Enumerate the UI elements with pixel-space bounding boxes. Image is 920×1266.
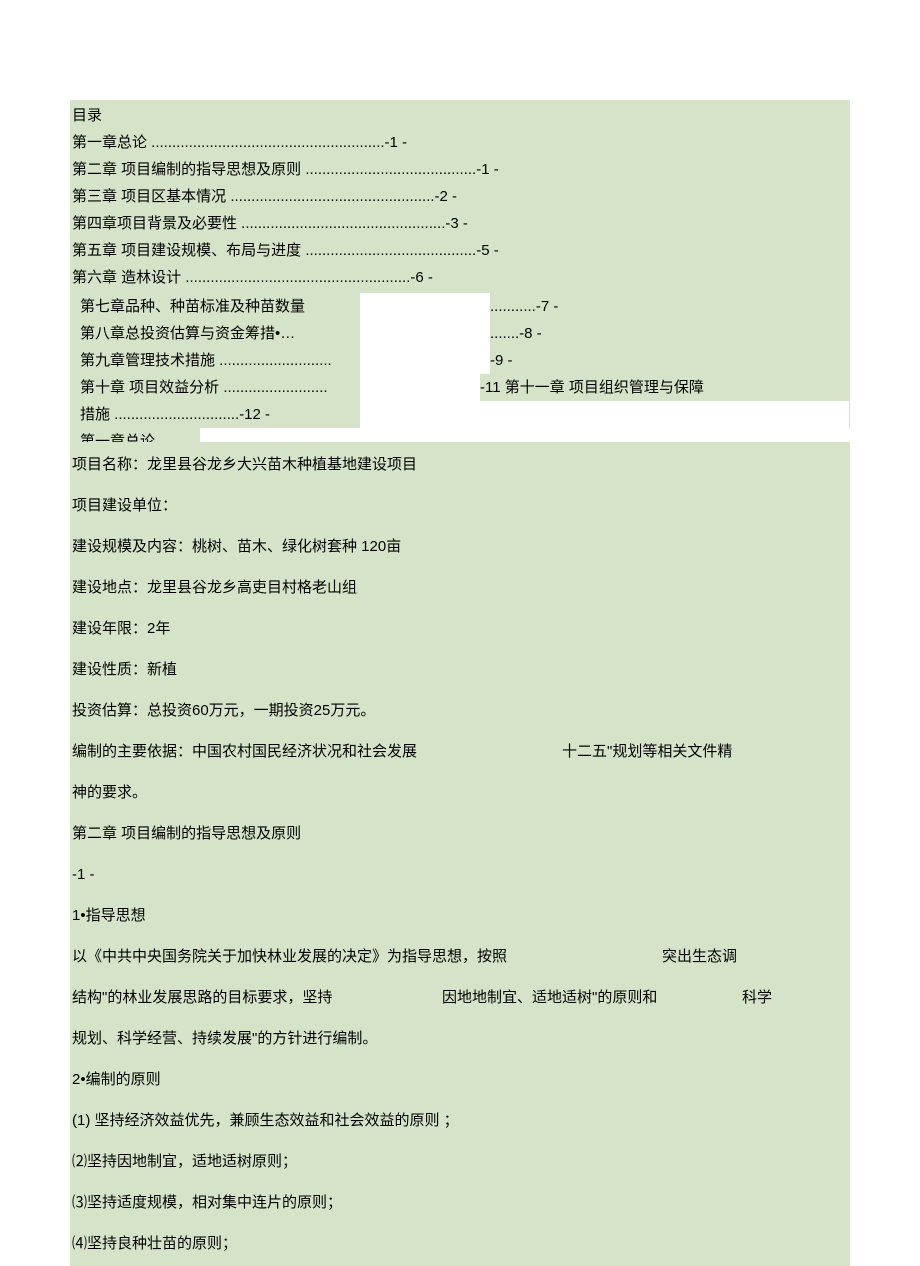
project-basis: 编制的主要依据：中国农村国民经济状况和社会发展 十二五"规划等相关文件精 xyxy=(72,731,848,772)
s1-l2-b: 因地地制宜、适地适树"的原则和 xyxy=(442,984,742,1011)
toc-ch11-r: -11 第十一章 项目组织管理与保障 xyxy=(480,374,850,401)
project-duration: 建设年限：2年 xyxy=(72,608,848,649)
toc-block: 目录 第一章总论 ...............................… xyxy=(70,100,850,293)
basis-seg1: 编制的主要依据：中国农村国民经济状况和社会发展 xyxy=(72,738,562,765)
s1-l2-c: 科学 xyxy=(742,984,772,1011)
toc-ch3: 第三章 项目区基本情况 ............................… xyxy=(70,183,850,210)
project-scale: 建设规模及内容：桃树、苗木、绿化树套种 120亩 xyxy=(72,526,848,567)
project-unit: 项目建设单位： xyxy=(72,485,848,526)
toc-ch9-r: -9 - xyxy=(490,347,850,374)
section1-line2: 结构"的林业发展思路的目标要求，坚持 因地地制宜、适地适树"的原则和 科学 xyxy=(72,977,848,1018)
toc-ch7-r: ...........-7 - xyxy=(490,293,850,320)
section1-line3: 规划、科学经营、持续发展"的方针进行编制。 xyxy=(72,1018,848,1059)
project-nature: 建设性质：新植 xyxy=(72,649,848,690)
principle-4: ⑷坚持良种壮苗的原则； xyxy=(72,1223,848,1264)
toc-ch5: 第五章 项目建设规模、布局与进度 .......................… xyxy=(70,237,850,264)
toc-ch12: 措施 ..............................-12 - xyxy=(70,401,360,428)
section2-title: 2•编制的原则 xyxy=(72,1059,848,1100)
chapter2-pagemark: -1 - xyxy=(72,854,848,895)
principle-2: ⑵坚持因地制宜，适地适树原则； xyxy=(72,1141,848,1182)
toc-ch1: 第一章总论 ..................................… xyxy=(70,129,850,156)
toc-ch9-l: 第九章管理技术措施 ........................... xyxy=(70,347,360,374)
toc-ch7-l: 第七章品种、种苗标准及种苗数量 xyxy=(70,293,360,320)
project-basis-cont: 神的要求。 xyxy=(72,772,848,813)
section1-line1: 以《中共中央国务院关于加快林业发展的决定》为指导思想，按照 突出生态调 xyxy=(72,936,848,977)
toc-ch10-l: 第十章 项目效益分析 ......................... xyxy=(70,374,360,401)
toc-title: 目录 xyxy=(70,102,850,129)
s1-l1-a: 以《中共中央国务院关于加快林业发展的决定》为指导思想，按照 xyxy=(72,943,662,970)
principle-1: (1) 坚持经济效益优先，兼顾生态效益和社会效益的原则 ； xyxy=(72,1100,848,1141)
project-location: 建设地点：龙里县谷龙乡高吏目村格老山组 xyxy=(72,567,848,608)
section1-title: 1•指导思想 xyxy=(72,895,848,936)
project-name: 项目名称：龙里县谷龙乡大兴苗木种植基地建设项目 xyxy=(72,444,848,485)
s1-l2-a: 结构"的林业发展思路的目标要求，坚持 xyxy=(72,984,442,1011)
s1-l1-b: 突出生态调 xyxy=(662,943,737,970)
chapter2-title: 第二章 项目编制的指导思想及原则 xyxy=(72,813,848,854)
toc-ch2: 第二章 项目编制的指导思想及原则 .......................… xyxy=(70,156,850,183)
project-investment: 投资估算：总投资60万元，一期投资25万元。 xyxy=(72,690,848,731)
principle-3: ⑶坚持适度规模，相对集中连片的原则； xyxy=(72,1182,848,1223)
toc-split-section: 第七章品种、种苗标准及种苗数量 ...........-7 - 第八章总投资估算… xyxy=(70,293,850,442)
toc-ch8-l: 第八章总投资估算与资金筹措•… xyxy=(70,320,360,347)
toc-ch8-r: .......-8 - xyxy=(490,320,850,347)
project-info-block: 项目名称：龙里县谷龙乡大兴苗木种植基地建设项目 项目建设单位： 建设规模及内容：… xyxy=(70,442,850,1266)
toc-ch6: 第六章 造林设计 ...............................… xyxy=(70,264,850,291)
toc-ch1-partial: 第一章总论 xyxy=(70,428,200,442)
basis-seg2: 十二五"规划等相关文件精 xyxy=(562,738,732,765)
toc-ch4: 第四章项目背景及必要性 ............................… xyxy=(70,210,850,237)
